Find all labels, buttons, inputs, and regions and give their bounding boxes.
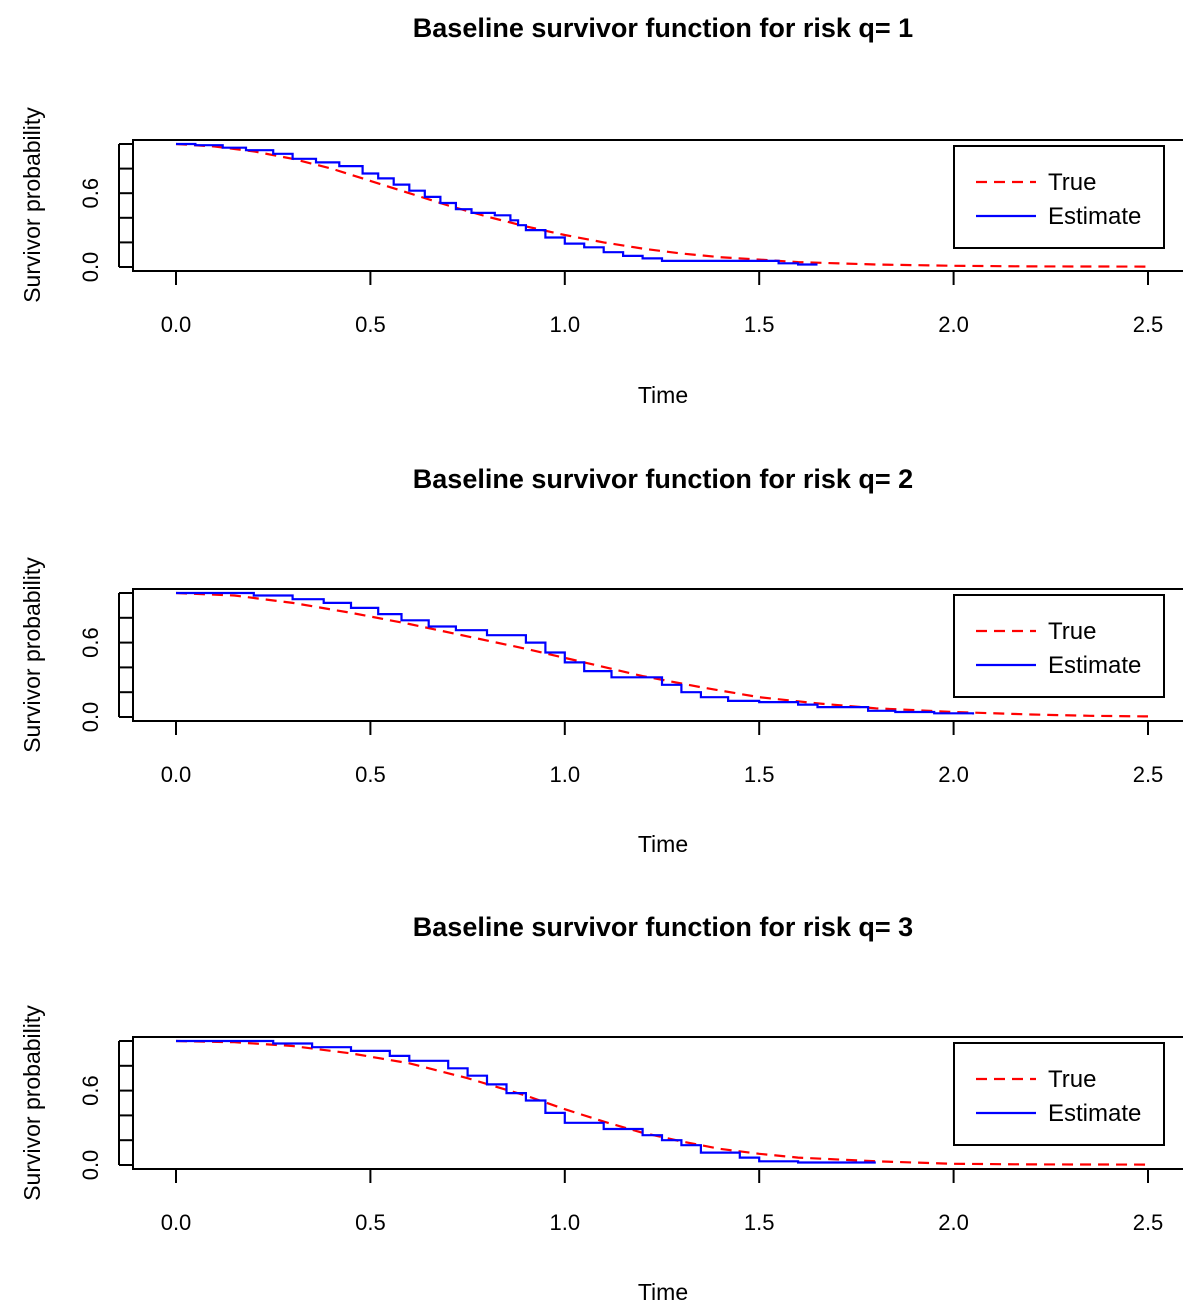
chart-panel-2: Baseline survivor function for risk q= 2… — [19, 464, 1183, 857]
x-tick-label: 2.5 — [1133, 312, 1164, 337]
x-tick-label: 1.5 — [744, 312, 775, 337]
legend-box — [953, 594, 1165, 698]
chart-panel-3: Baseline survivor function for risk q= 3… — [19, 912, 1183, 1305]
x-tick-label: 2.0 — [938, 762, 969, 787]
plot-frame — [132, 588, 1183, 722]
y-axis-label: Survivor probability — [19, 557, 45, 753]
x-tick-label: 2.0 — [938, 1210, 969, 1235]
legend-label-estimate: Estimate — [1048, 652, 1141, 679]
x-tick-label: 1.0 — [550, 312, 581, 337]
series-line-estimate — [176, 591, 975, 715]
chart-title: Baseline survivor function for risk q= 1 — [413, 13, 913, 43]
chart-title: Baseline survivor function for risk q= 2 — [413, 464, 913, 494]
x-tick-label: 0.5 — [355, 762, 386, 787]
y-tick-label: 0.6 — [78, 178, 103, 209]
x-tick-label: 0.5 — [355, 312, 386, 337]
legend-box — [953, 145, 1165, 249]
x-tick-label: 0.5 — [355, 1210, 386, 1235]
x-axis-label: Time — [638, 831, 688, 857]
series-line-true — [175, 142, 1149, 268]
x-tick-label: 2.0 — [938, 312, 969, 337]
chart-title: Baseline survivor function for risk q= 3 — [413, 912, 913, 942]
legend-box — [953, 1042, 1165, 1146]
y-axis-label: Survivor probability — [19, 1005, 45, 1201]
y-axis-label: Survivor probability — [19, 107, 45, 303]
y-tick-label: 0.0 — [78, 252, 103, 283]
x-tick-label: 2.5 — [1133, 1210, 1164, 1235]
chart-panel-1: Baseline survivor function for risk q= 1… — [19, 13, 1183, 408]
x-tick-label: 0.0 — [161, 762, 192, 787]
x-axis-label: Time — [638, 1279, 688, 1305]
plot-frame — [132, 139, 1183, 272]
y-tick-label: 0.6 — [78, 627, 103, 658]
x-tick-label: 1.5 — [744, 1210, 775, 1235]
x-tick-label: 0.0 — [161, 1210, 192, 1235]
y-tick-label: 0.0 — [78, 1150, 103, 1181]
x-tick-label: 1.0 — [550, 762, 581, 787]
y-tick-label: 0.6 — [78, 1075, 103, 1106]
legend-label-true: True — [1048, 618, 1096, 645]
x-axis-label: Time — [638, 382, 688, 408]
legend-label-true: True — [1048, 169, 1096, 196]
x-tick-label: 0.0 — [161, 312, 192, 337]
x-tick-label: 1.5 — [744, 762, 775, 787]
legend-label-estimate: Estimate — [1048, 203, 1141, 230]
series-line-true — [175, 1039, 1149, 1166]
legend-label-true: True — [1048, 1066, 1096, 1093]
legend-label-estimate: Estimate — [1048, 1100, 1141, 1127]
series-line-true — [175, 591, 1149, 718]
y-tick-label: 0.0 — [78, 702, 103, 733]
x-tick-label: 1.0 — [550, 1210, 581, 1235]
series-line-estimate — [176, 1039, 876, 1164]
series-line-estimate — [176, 142, 818, 266]
plot-frame — [132, 1036, 1183, 1170]
x-tick-label: 2.5 — [1133, 762, 1164, 787]
